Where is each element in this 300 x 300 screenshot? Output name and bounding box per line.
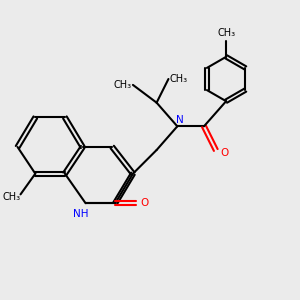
Text: CH₃: CH₃ bbox=[3, 192, 21, 202]
Text: CH₃: CH₃ bbox=[170, 74, 188, 84]
Text: N: N bbox=[176, 116, 184, 125]
Text: NH: NH bbox=[74, 208, 89, 219]
Text: O: O bbox=[220, 148, 229, 158]
Text: O: O bbox=[141, 198, 149, 208]
Text: CH₃: CH₃ bbox=[217, 28, 235, 38]
Text: CH₃: CH₃ bbox=[113, 80, 132, 90]
